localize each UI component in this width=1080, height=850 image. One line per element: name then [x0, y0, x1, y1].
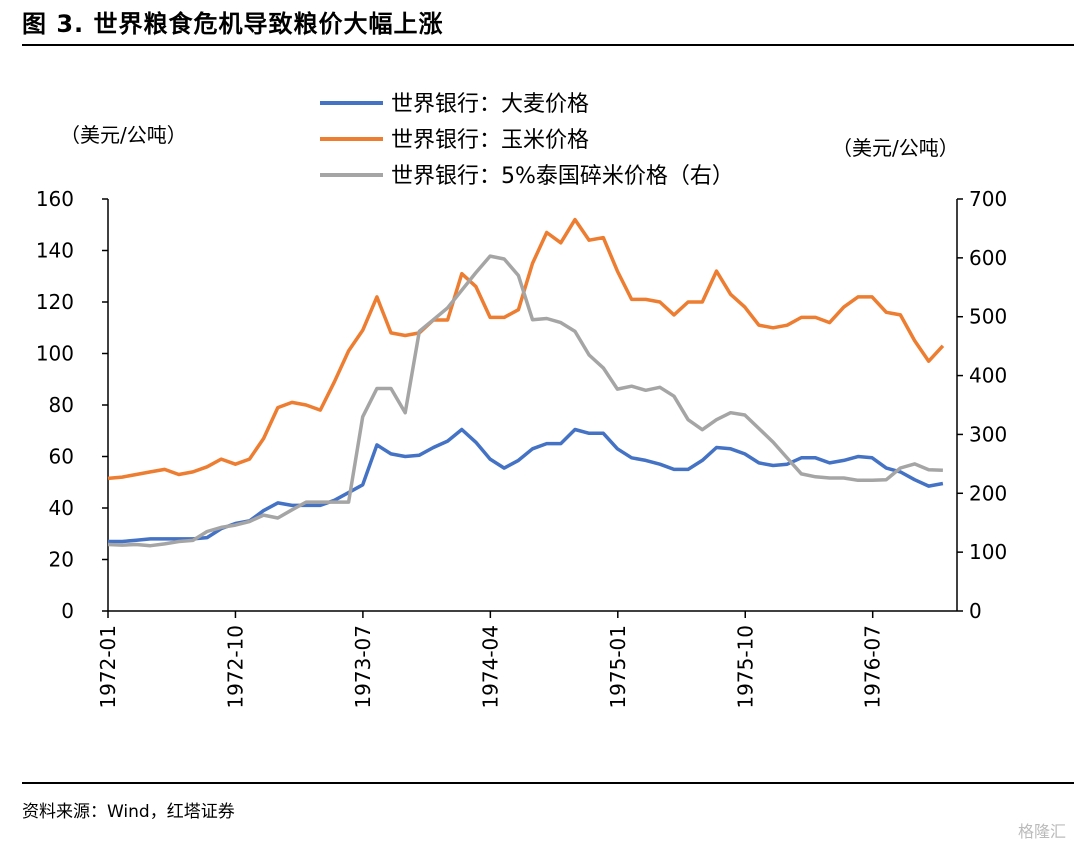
- right-tick-label: 0: [969, 599, 982, 623]
- left-axis-unit: （美元/公吨）: [60, 123, 187, 147]
- left-tick-label: 120: [36, 290, 74, 314]
- left-tick-label: 80: [49, 393, 74, 417]
- right-tick-label: 500: [969, 305, 1007, 329]
- right-tick-label: 200: [969, 481, 1007, 505]
- right-tick-label: 100: [969, 540, 1007, 564]
- legend-label-0: 世界银行：大麦价格: [391, 92, 589, 117]
- right-tick-label: 600: [969, 246, 1007, 270]
- axes: 0 20 40 60 80 100 120 140 160 0 100 200 300 400 500 600…: [36, 187, 1007, 709]
- right-axis-unit: （美元/公吨）: [832, 136, 959, 160]
- left-tick-label: 140: [36, 239, 74, 263]
- x-tick-label: 1972-10: [223, 625, 247, 709]
- x-tick-label: 1974-04: [478, 625, 502, 709]
- right-tick-label: 700: [969, 187, 1007, 211]
- x-tick-label: 1973-07: [351, 625, 375, 709]
- legend-label-1: 世界银行：玉米价格: [391, 128, 589, 153]
- figure-title: 图 3. 世界粮食危机导致粮价大幅上涨: [22, 10, 444, 38]
- left-tick-label: 0: [61, 599, 74, 623]
- left-tick-label: 160: [36, 187, 74, 211]
- title-rule: [22, 44, 1074, 46]
- right-tick-label: 300: [969, 422, 1007, 446]
- source-note: 资料来源：Wind，红塔证券: [22, 802, 235, 822]
- legend-label-2: 世界银行：5%泰国碎米价格（右）: [391, 164, 734, 189]
- series-line-1: [107, 217, 945, 481]
- left-tick-label: 20: [49, 548, 74, 572]
- footer-rule: [22, 782, 1074, 784]
- x-tick-label: 1976-07: [861, 625, 885, 709]
- series-line-2: [107, 254, 943, 548]
- series-lines: [107, 217, 945, 548]
- watermark-logo: 格隆汇: [1017, 822, 1066, 841]
- x-tick-label: 1972-01: [96, 625, 120, 709]
- x-tick-label: 1975-10: [733, 625, 757, 709]
- left-tick-label: 40: [49, 496, 74, 520]
- left-tick-label: 60: [49, 445, 74, 469]
- right-tick-label: 400: [969, 364, 1007, 388]
- x-tick-label: 1975-01: [606, 625, 630, 709]
- left-tick-label: 100: [36, 342, 74, 366]
